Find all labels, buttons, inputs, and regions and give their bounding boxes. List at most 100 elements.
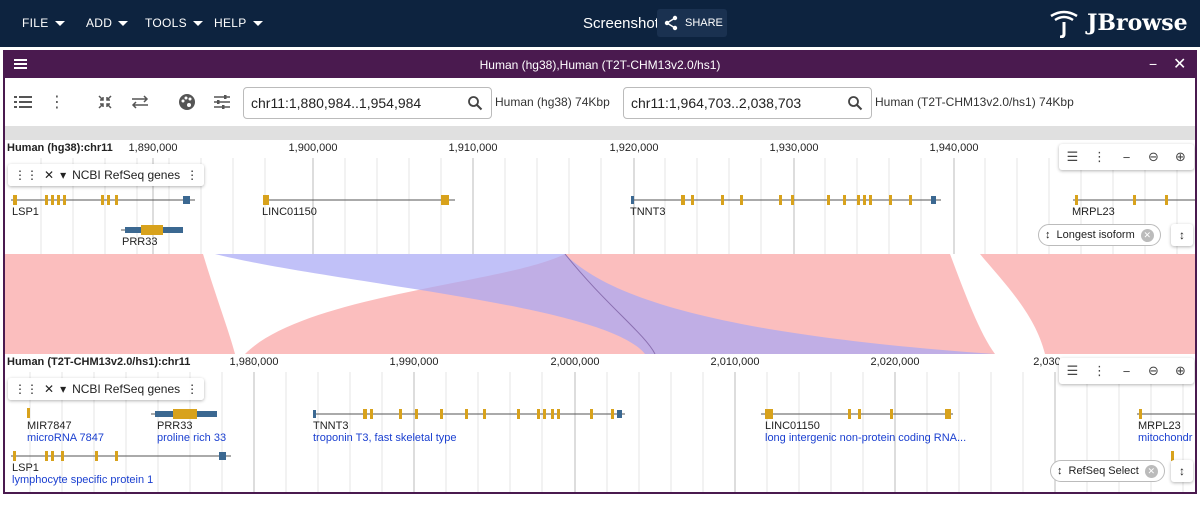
session-name[interactable]: Screenshot [583,15,659,32]
track-label[interactable]: ⋮⋮ ✕ ▾ NCBI RefSeq genes ⋮ [8,378,205,400]
bottom-locus-input[interactable]: chr11:1,964,703..2,038,703 [623,87,872,119]
tick-label: 1,890,000 [128,142,178,154]
list-icon[interactable] [13,92,33,112]
help-menu[interactable]: HELP [214,16,263,30]
bottom-ruler[interactable]: Human (T2T-CHM13v2.0/hs1):chr11 1,980,00… [5,354,1195,372]
more-vert-icon[interactable]: ⋮ [49,94,65,111]
tick-label: 1,920,000 [609,142,659,154]
list-icon[interactable]: ☰ [1066,149,1079,164]
gene-label[interactable]: MRPL23 [1072,206,1115,218]
view-title: Human (hg38),Human (T2T-CHM13v2.0/hs1) [479,58,721,72]
view-toolbar: ⋮ chr11:1,880,984..1,954,984 Human (hg38… [5,78,1195,126]
gene-description: long intergenic non-protein coding RNA..… [765,432,967,444]
share-icon [664,15,678,31]
add-menu[interactable]: ADD [86,16,129,30]
bottom-locus-value: chr11:1,964,703..2,038,703 [631,95,802,111]
gene-label[interactable]: PRR33 [157,420,193,432]
synteny-view: Human (hg38),Human (T2T-CHM13v2.0/hs1) −… [3,50,1197,494]
clear-icon[interactable]: ✕ [1144,464,1158,478]
gene-label[interactable]: LSP1 [12,462,39,474]
synteny-block [5,254,235,354]
add-menu-label: ADD [86,16,113,30]
close-icon[interactable]: ✕ [44,382,55,396]
gene-label[interactable]: LINC01150 [765,420,820,432]
tick-label: 2,000,000 [550,356,600,368]
chevron-down-icon[interactable]: ▾ [60,168,67,182]
gene-label[interactable]: TNNT3 [630,206,666,218]
zoom-in-icon[interactable]: ⊕ [1175,363,1186,378]
shrink-icon[interactable] [95,92,115,112]
gene-label[interactable]: MRPL23 [1138,420,1181,432]
synteny-block [980,254,1195,354]
view-menu-icon[interactable] [14,59,27,69]
top-ruler[interactable]: Human (hg38):chr11 1,890,000 1,900,000 1… [5,140,1195,158]
drag-handle-icon[interactable]: ⋮⋮ [14,382,38,396]
more-vert-icon[interactable]: ⋮ [1093,149,1106,164]
minus-icon[interactable]: − [1122,149,1131,165]
tick-label: 2,030 [1033,356,1061,368]
synteny-edge [564,254,656,354]
minus-icon[interactable]: − [1122,363,1131,379]
gene-label[interactable]: PRR33 [122,236,158,248]
bottom-assembly-label: Human (T2T-CHM13v2.0/hs1) 74Kbp [875,95,1074,109]
gene-label[interactable]: LSP1 [12,206,39,218]
more-vert-icon[interactable]: ⋮ [186,382,199,396]
chevron-down-icon [54,20,65,26]
search-icon[interactable] [847,95,863,111]
clear-icon[interactable]: ✕ [1140,228,1154,242]
palette-icon[interactable] [177,92,197,112]
unfold-icon[interactable]: ↕ [1057,465,1063,477]
zoom-out-icon[interactable]: ⊖ [1148,149,1159,164]
close-icon[interactable]: ✕ [44,168,55,182]
overview-strip [5,126,1195,140]
logo-text: JBrowse [1087,10,1188,36]
zoom-out-icon[interactable]: ⊖ [1148,363,1159,378]
unfold-icon[interactable]: ↕ [1045,229,1051,241]
chip-label: RefSeq Select [1068,465,1139,477]
drag-handle-icon[interactable]: ⋮⋮ [14,168,38,182]
top-locus-input[interactable]: chr11:1,880,984..1,954,984 [243,87,492,119]
view-header: Human (hg38),Human (T2T-CHM13v2.0/hs1) −… [5,52,1195,78]
app-bar: FILE ADD TOOLS HELP Screenshot SHARE JBr… [0,0,1200,47]
chevron-down-icon [118,20,129,26]
tools-menu-label: TOOLS [145,16,187,30]
chevron-down-icon [252,20,263,26]
page-footer-space [0,494,1200,520]
bottom-gene-track: ⋮⋮ ✕ ▾ NCBI RefSeq genes ⋮ MIR7847 micro… [5,372,1195,492]
swap-icon[interactable] [130,92,150,112]
share-button[interactable]: SHARE [657,9,727,37]
chevron-down-icon[interactable]: ▾ [60,382,67,396]
minimize-icon[interactable]: − [1149,56,1158,72]
track-name: NCBI RefSeq genes [72,382,181,396]
gene-label[interactable]: MIR7847 [27,420,72,432]
tick-label: 1,910,000 [448,142,498,154]
gene-label[interactable]: TNNT3 [313,420,349,432]
more-vert-icon[interactable]: ⋮ [1093,363,1106,378]
isoform-chip[interactable]: ↕ Longest isoform ✕ [1038,224,1161,246]
track-label[interactable]: ⋮⋮ ✕ ▾ NCBI RefSeq genes ⋮ [8,164,205,186]
resize-icon[interactable]: ↕ [1171,460,1193,482]
zoom-in-icon[interactable]: ⊕ [1175,149,1186,164]
tune-icon[interactable] [212,92,232,112]
gene-label[interactable]: LINC01150 [262,206,317,218]
search-icon[interactable] [467,95,483,111]
close-icon[interactable]: ✕ [1173,56,1187,73]
help-menu-label: HELP [214,16,247,30]
inverted-synteny-block [215,254,995,354]
bottom-track-controls: ☰ ⋮ − ⊖ ⊕ [1059,358,1194,384]
tick-label: 2,010,000 [710,356,760,368]
tick-label: 1,940,000 [929,142,979,154]
top-ruler-assembly: Human (hg38):chr11 [7,142,113,154]
resize-icon[interactable]: ↕ [1171,224,1193,246]
chevron-down-icon [192,20,203,26]
list-icon[interactable]: ☰ [1066,363,1079,378]
tools-menu[interactable]: TOOLS [145,16,203,30]
file-menu[interactable]: FILE [22,16,65,30]
refseq-select-chip[interactable]: ↕ RefSeq Select ✕ [1050,460,1165,482]
gene-description: mitochondr [1138,432,1193,444]
tick-label: 1,900,000 [288,142,338,154]
tick-label: 1,980,000 [229,356,279,368]
tick-label: 2,020,000 [870,356,920,368]
more-vert-icon[interactable]: ⋮ [186,168,199,182]
bottom-ruler-assembly: Human (T2T-CHM13v2.0/hs1):chr11 [7,356,191,368]
